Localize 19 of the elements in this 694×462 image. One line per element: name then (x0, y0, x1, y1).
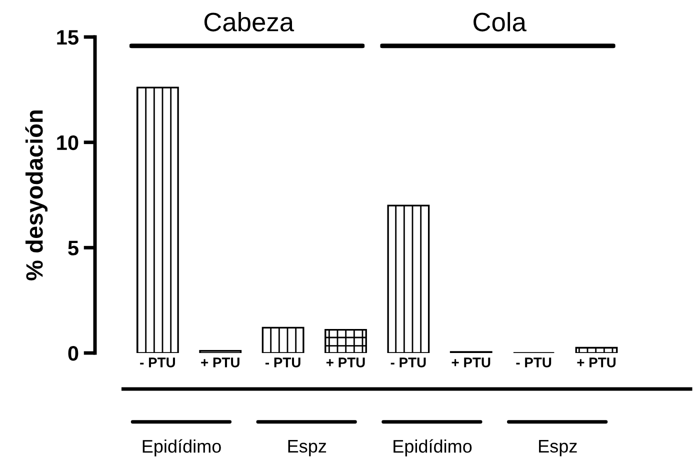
y-tick-label: 10 (57, 135, 78, 150)
y-axis-title: % desyodación (25, 110, 48, 280)
text: Espz (539, 440, 577, 456)
x-tick-label: + PTU (452, 358, 490, 368)
y-tick-label: 15 (57, 30, 78, 45)
x-tick-label: + PTU (577, 358, 616, 368)
text: Espz (288, 440, 326, 456)
x-tick-label: - PTU (140, 358, 175, 368)
text: Epidídimo (142, 439, 221, 456)
x-tick-label: - PTU (390, 358, 426, 368)
x-tick-label: - PTU (265, 358, 300, 368)
y-tick-label: 5 (68, 240, 78, 256)
x-tick-label: + PTU (326, 358, 365, 368)
text: Cabeza (204, 12, 294, 32)
text: Epidídimo (394, 439, 472, 456)
x-tick-label: - PTU (516, 358, 552, 368)
text: Cola (474, 12, 526, 32)
x-tick-label: + PTU (201, 358, 240, 368)
y-tick-label: 0 (68, 346, 78, 361)
